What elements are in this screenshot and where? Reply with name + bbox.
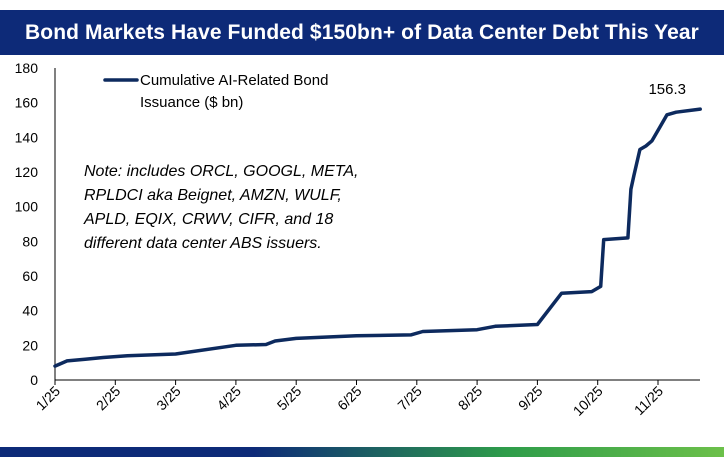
end-value-label: 156.3 <box>648 81 686 98</box>
note-line-1: Note: includes ORCL, GOOGL, META, <box>84 163 358 180</box>
y-tick-label: 0 <box>30 372 38 388</box>
legend-label-line-2: Issuance ($ bn) <box>140 94 243 111</box>
x-axis-ticks: 1/25 2/25 3/25 4/25 5/25 6/25 7/25 8/25 9/25 10/2… <box>33 380 667 419</box>
note-annotation: Note: includes ORCL, GOOGL, META, RPLDCI… <box>83 163 358 252</box>
legend-label-line-1: Cumulative AI-Related Bond <box>140 72 328 89</box>
x-tick-label: 7/25 <box>394 383 425 414</box>
x-tick-label: 9/25 <box>515 383 546 414</box>
y-tick-label: 140 <box>15 129 39 145</box>
note-line-3: APLD, EQIX, CRWV, CIFR, and 18 <box>83 211 333 228</box>
x-tick-label: 10/25 <box>570 383 606 419</box>
y-tick-label: 100 <box>15 199 39 215</box>
note-line-2: RPLDCI aka Beignet, AMZN, WULF, <box>84 187 342 204</box>
y-axis-ticks: 0 20 40 60 80 100 120 140 160 180 <box>15 60 39 388</box>
y-tick-label: 60 <box>22 268 38 284</box>
y-tick-label: 20 <box>22 337 38 353</box>
x-tick-label: 6/25 <box>334 383 365 414</box>
note-line-4: different data center ABS issuers. <box>84 235 322 252</box>
y-tick-label: 40 <box>22 303 38 319</box>
y-tick-label: 120 <box>15 164 39 180</box>
x-tick-label: 4/25 <box>213 383 244 414</box>
legend: Cumulative AI-Related Bond Issuance ($ b… <box>103 72 328 111</box>
x-tick-label: 11/25 <box>631 383 667 419</box>
x-tick-label: 2/25 <box>93 383 124 414</box>
y-tick-label: 160 <box>15 95 39 111</box>
x-tick-label: 3/25 <box>153 383 184 414</box>
y-tick-label: 80 <box>22 233 38 249</box>
series-line-cumulative-issuance <box>53 107 702 368</box>
chart-title: Bond Markets Have Funded $150bn+ of Data… <box>0 10 724 55</box>
x-tick-label: 8/25 <box>455 383 486 414</box>
footer-stripe <box>0 447 724 457</box>
x-tick-label: 5/25 <box>274 383 305 414</box>
y-tick-label: 180 <box>15 60 39 76</box>
